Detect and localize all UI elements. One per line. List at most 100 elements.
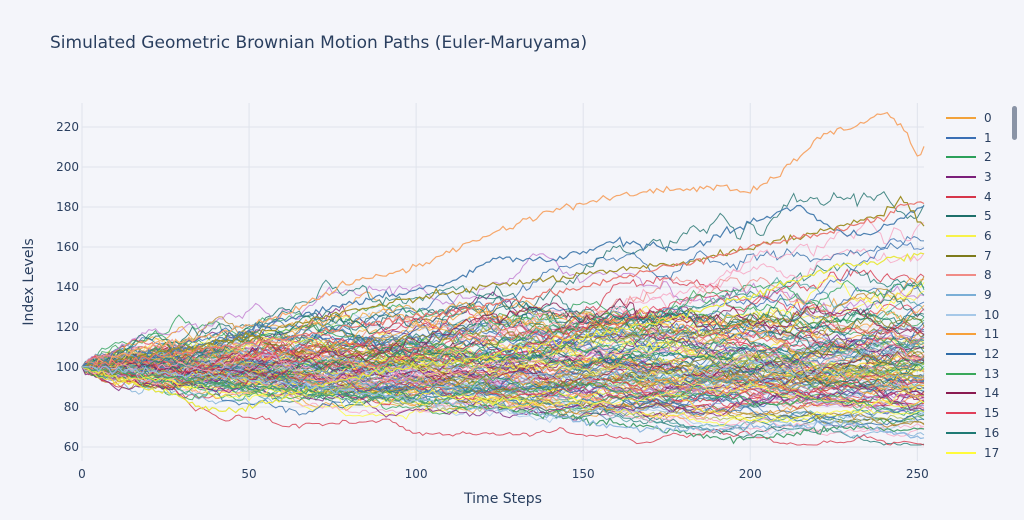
legend-item[interactable]: 5 (940, 206, 1010, 226)
legend-label: 9 (984, 288, 992, 303)
series-line (81, 291, 925, 368)
legend-item[interactable]: 14 (940, 384, 1010, 404)
legend-item[interactable]: 17 (940, 443, 1010, 463)
series-line-12 (81, 204, 925, 368)
legend-item[interactable]: 10 (940, 305, 1010, 325)
legend-label: 15 (984, 406, 1000, 421)
y-tick-label: 140 (56, 280, 79, 294)
legend-swatch (946, 234, 976, 237)
series-line (81, 276, 925, 368)
legend-label: 5 (984, 209, 992, 224)
legend-swatch (946, 313, 976, 316)
series-line (81, 279, 925, 371)
legend-label: 7 (984, 248, 992, 263)
legend-item[interactable]: 3 (940, 167, 1010, 187)
series-line (81, 363, 925, 403)
y-axis-ticks: 60 80 100 120 140 160 180 200 220 (56, 120, 79, 454)
legend-label: 13 (984, 366, 1000, 381)
series-line (81, 366, 925, 417)
y-tick-label: 200 (56, 160, 79, 174)
series-line (81, 340, 925, 390)
legend-item[interactable]: 6 (940, 226, 1010, 246)
legend-label: 2 (984, 150, 992, 165)
legend-swatch (946, 116, 976, 119)
legend-label: 10 (984, 307, 1000, 322)
series-line (81, 340, 925, 389)
series-line (81, 253, 925, 368)
series-line (81, 297, 925, 377)
y-tick-label: 80 (64, 400, 79, 414)
series-line-8 (81, 201, 925, 370)
legend-label: 12 (984, 347, 1000, 362)
series-line (81, 331, 925, 395)
series-line (81, 301, 925, 371)
legend-item[interactable]: 8 (940, 266, 1010, 286)
legend-item[interactable]: 15 (940, 403, 1010, 423)
legend-swatch (946, 195, 976, 198)
series-line (81, 366, 925, 446)
series-line (81, 333, 925, 384)
legend-swatch (946, 412, 976, 415)
legend-label: 17 (984, 445, 1000, 460)
legend-label: 3 (984, 169, 992, 184)
series-line (81, 322, 925, 416)
x-tick-label: 0 (78, 467, 86, 481)
x-tick-label: 50 (241, 467, 256, 481)
series-line (81, 238, 925, 371)
legend-swatch (946, 175, 976, 178)
series-line-11 (81, 111, 925, 369)
legend-item[interactable]: 4 (940, 187, 1010, 207)
legend-swatch (946, 156, 976, 159)
legend-swatch (946, 431, 976, 434)
series-line (81, 351, 925, 407)
legend-swatch (946, 372, 976, 375)
legend-label: 6 (984, 228, 992, 243)
legend-label: 4 (984, 189, 992, 204)
legend-swatch (946, 136, 976, 139)
legend-item[interactable]: 11 (940, 325, 1010, 345)
legend-swatch (946, 451, 976, 454)
legend-item[interactable]: 1 (940, 128, 1010, 148)
legend-label: 11 (984, 327, 1000, 342)
legend-label: 1 (984, 130, 992, 145)
series-line (81, 366, 925, 424)
legend[interactable]: 0 1 2 3 4 5 6 7 8 9 10 11 12 13 14 15 16 17 (940, 108, 1010, 468)
y-tick-label: 60 (64, 440, 79, 454)
legend-item[interactable]: 2 (940, 147, 1010, 167)
series-line (81, 343, 925, 384)
legend-label: 8 (984, 268, 992, 283)
legend-item[interactable]: 12 (940, 344, 1010, 364)
legend-swatch (946, 215, 976, 218)
legend-swatch (946, 353, 976, 356)
x-tick-label: 100 (405, 467, 428, 481)
legend-item[interactable]: 7 (940, 246, 1010, 266)
y-tick-label: 220 (56, 120, 79, 134)
x-axis-title: Time Steps (463, 491, 542, 507)
legend-swatch (946, 274, 976, 277)
y-tick-label: 120 (56, 320, 79, 334)
legend-swatch (946, 294, 976, 297)
x-tick-label: 200 (739, 467, 762, 481)
y-tick-label: 160 (56, 240, 79, 254)
legend-label: 0 (984, 110, 992, 125)
legend-item[interactable]: 9 (940, 285, 1010, 305)
legend-scrollbar[interactable] (1012, 106, 1017, 140)
series-line-10 (81, 365, 925, 440)
y-axis-title: Index Levels (21, 238, 37, 325)
series-line (81, 358, 925, 430)
series-line-7 (81, 195, 925, 368)
series-line-6 (81, 252, 925, 414)
series-line (81, 218, 925, 387)
highlight-series-lines (81, 111, 925, 445)
legend-item[interactable]: 16 (940, 423, 1010, 443)
legend-item[interactable]: 13 (940, 364, 1010, 384)
chart-title: Simulated Geometric Brownian Motion Path… (50, 33, 588, 53)
y-tick-label: 180 (56, 200, 79, 214)
series-line (81, 298, 925, 388)
series-line (81, 354, 924, 428)
legend-item[interactable]: 0 (940, 108, 1010, 128)
series-line (81, 289, 925, 368)
series-line (81, 324, 925, 406)
